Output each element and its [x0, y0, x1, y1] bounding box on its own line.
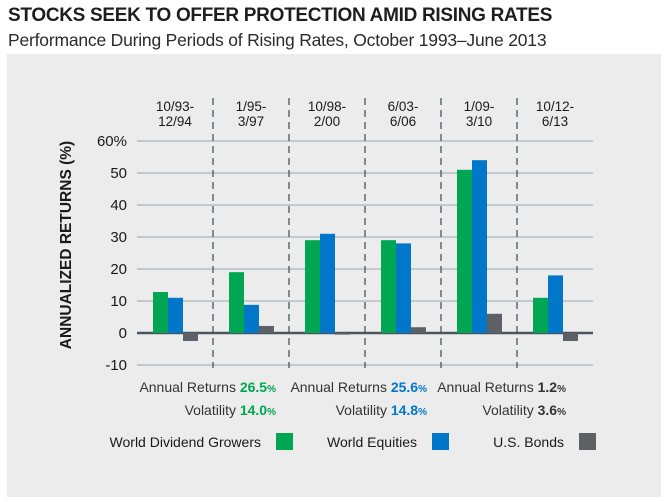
annual-returns-stat: Annual Returns 25.6% — [290, 379, 427, 395]
percent-unit: % — [267, 384, 276, 395]
volatility-label: Volatility — [336, 402, 391, 418]
volatility-stat: Volatility 14.0% — [185, 402, 277, 418]
volatility-stat: Volatility 3.6% — [482, 402, 566, 418]
percent-unit: % — [557, 407, 566, 418]
volatility-value: 14.0 — [240, 402, 267, 418]
percent-unit: % — [557, 384, 566, 395]
annual-returns-stat: Annual Returns 1.2% — [437, 379, 566, 395]
bar — [472, 160, 487, 333]
annual-returns-value: 25.6 — [391, 379, 418, 395]
y-tick-label: 0 — [119, 325, 127, 342]
period-label: 10/98- — [308, 99, 346, 114]
bar — [457, 169, 472, 333]
bar — [548, 275, 563, 333]
bar — [381, 240, 396, 333]
bar — [487, 313, 502, 333]
y-tick-label: 10 — [110, 293, 127, 310]
period-label: 6/13 — [542, 114, 568, 129]
bar — [320, 233, 335, 333]
percent-unit: % — [418, 384, 427, 395]
volatility-label: Volatility — [185, 402, 240, 418]
bar — [563, 333, 578, 341]
chart-title: STOCKS SEEK TO OFFER PROTECTION AMID RIS… — [8, 5, 553, 26]
bar — [533, 297, 548, 333]
annual-returns-label: Annual Returns — [139, 379, 239, 395]
percent-unit: % — [267, 407, 276, 418]
bar — [183, 333, 198, 341]
bar — [229, 272, 244, 333]
bar — [411, 327, 426, 333]
legend-label: U.S. Bonds — [493, 434, 564, 450]
annual-returns-label: Annual Returns — [290, 379, 390, 395]
period-label: 6/06 — [390, 114, 416, 129]
y-tick-label: 50 — [110, 165, 127, 182]
period-labels: 10/93-12/94 1/95-3/97 10/98-2/00 6/03-6/06 1… — [156, 99, 574, 129]
bar — [396, 243, 411, 333]
period-label: 10/12- — [536, 99, 574, 114]
legend-label: World Equities — [327, 434, 417, 450]
summary-stats: Annual Returns 26.5%Volatility 14.0%Annu… — [139, 379, 566, 418]
annual-returns-label: Annual Returns — [437, 379, 537, 395]
y-tick-label: 20 — [110, 261, 127, 278]
period-label: 10/93- — [156, 99, 194, 114]
volatility-value: 3.6 — [538, 402, 558, 418]
volatility-label: Volatility — [482, 402, 537, 418]
annual-returns-stat: Annual Returns 26.5% — [139, 379, 276, 395]
bar — [168, 297, 183, 333]
bar — [335, 333, 350, 335]
legend-swatch — [579, 433, 596, 450]
period-label: 1/09- — [464, 99, 495, 114]
volatility-stat: Volatility 14.8% — [336, 402, 428, 418]
period-label: 3/10 — [466, 114, 492, 129]
legend-swatch — [432, 433, 449, 450]
legend-swatch — [276, 433, 293, 450]
y-tick-label: -10 — [105, 357, 127, 374]
volatility-value: 14.8 — [391, 402, 418, 418]
period-label: 12/94 — [158, 114, 192, 129]
annual-returns-value: 1.2 — [538, 379, 558, 395]
period-label: 1/95- — [236, 99, 267, 114]
legend-label: World Dividend Growers — [110, 434, 261, 450]
y-axis-label: ANNUALIZED RETURNS (%) — [58, 141, 75, 349]
period-dividers — [212, 98, 518, 368]
chart-subtitle: Performance During Periods of Rising Rat… — [8, 30, 547, 50]
legend: World Dividend Growers World Equities U.S.… — [110, 433, 596, 450]
y-tick-label: 40 — [110, 197, 127, 214]
period-label: 3/97 — [238, 114, 264, 129]
bars — [153, 160, 578, 341]
bar — [244, 304, 259, 333]
bar — [259, 325, 274, 333]
percent-unit: % — [418, 407, 427, 418]
period-label: 6/03- — [388, 99, 419, 114]
y-tick-label: 30 — [110, 229, 127, 246]
annual-returns-value: 26.5 — [240, 379, 267, 395]
period-label: 2/00 — [314, 114, 340, 129]
y-tick-label: 60% — [97, 133, 127, 150]
bar — [153, 292, 168, 333]
y-axis-ticks: -10 0 10 20 30 40 50 60% — [97, 133, 127, 374]
bar — [305, 240, 320, 333]
